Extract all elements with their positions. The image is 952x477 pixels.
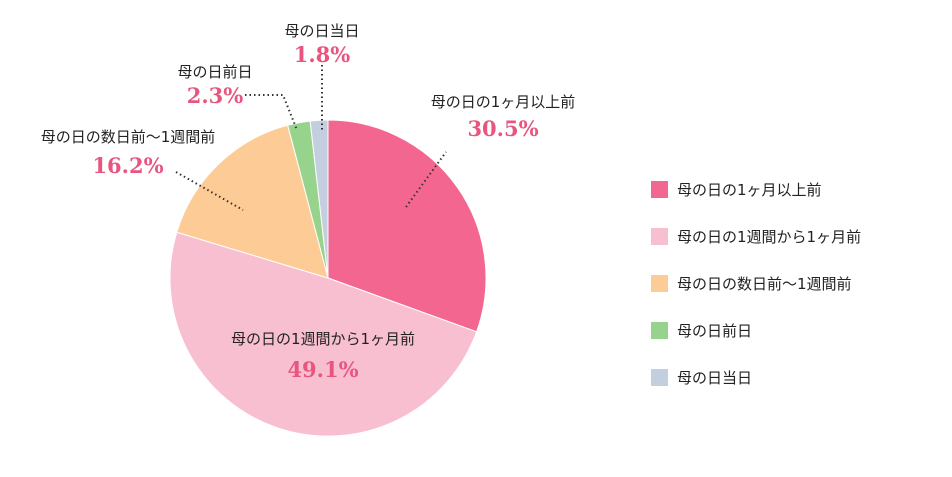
leader-lines [175,65,447,211]
leader-line-slice-4 [245,94,298,131]
slice-label-value-2: 49.1% [287,357,358,382]
legend-swatch-5 [651,368,668,386]
legend-swatch-1 [651,180,668,198]
slice-label-value-1: 30.5% [467,116,538,141]
leader-line-slice-3 [175,171,244,211]
pie-slice-3 [176,124,329,279]
legend-label-4: 母の日前日 [677,321,753,340]
legend-item-1: 母の日の1ヶ月以上前 [651,178,951,200]
legend-swatch-4 [651,321,668,339]
legend-item-2: 母の日の1週間から1ヶ月前 [651,225,951,247]
legend-label-5: 母の日当日 [677,368,753,387]
pie-slice-1 [327,119,487,333]
slice-label-name-2: 母の日の1週間から1ヶ月前 [231,330,415,348]
legend-item-3: 母の日の数日前〜1週間前 [651,272,951,294]
legend-label-1: 母の日の1ヶ月以上前 [677,180,822,199]
legend-swatch-3 [651,274,668,292]
legend-label-2: 母の日の1週間から1ヶ月前 [677,227,862,246]
slice-label-value-5: 1.8% [294,42,351,67]
slice-label-value-4: 2.3% [187,83,244,108]
slice-label-name-4: 母の日前日 [177,63,252,81]
legend-swatch-2 [651,227,668,245]
slice-label-name-1: 母の日の1ヶ月以上前 [431,93,576,111]
legend: 母の日の1ヶ月以上前 母の日の1週間から1ヶ月前 母の日の数日前〜1週間前 母の… [651,178,951,413]
slice-label-name-5: 母の日当日 [284,22,359,40]
legend-item-4: 母の日前日 [651,319,951,341]
pie-slice-2 [169,231,478,437]
slice-label-name-3: 母の日の数日前〜1週間前 [41,128,216,146]
pie-slices [169,119,487,437]
legend-item-5: 母の日当日 [651,366,951,388]
pie-slice-5 [309,119,329,279]
slice-label-value-3: 16.2% [92,153,163,178]
slice-labels: 母の日の1ヶ月以上前 30.5% 母の日の1週間から1ヶ月前 49.1% 母の日… [41,22,576,382]
legend-label-3: 母の日の数日前〜1週間前 [677,274,852,293]
